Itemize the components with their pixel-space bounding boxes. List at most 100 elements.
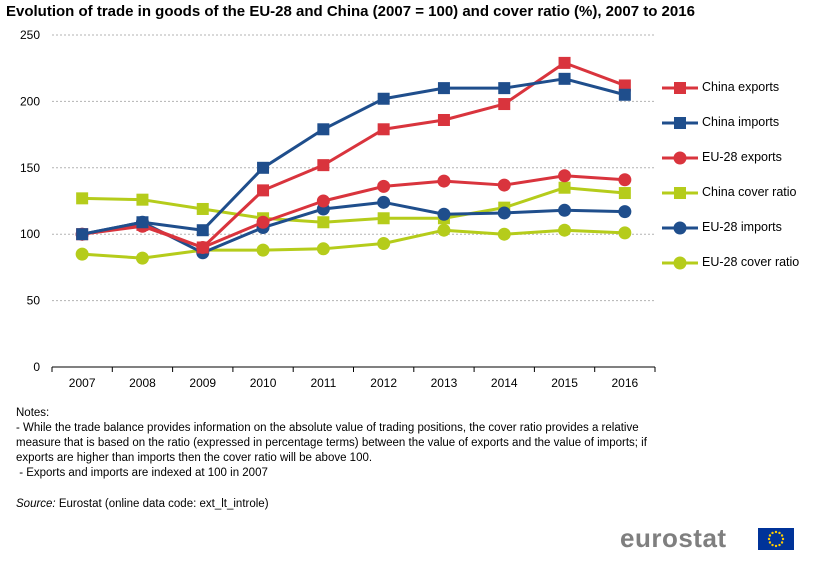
data-point	[317, 159, 330, 172]
data-point	[618, 205, 632, 219]
source-line: Source: Eurostat (online data code: ext_…	[16, 498, 269, 510]
flag-star	[780, 534, 784, 537]
legend-swatch-marker	[674, 82, 686, 94]
legend-swatch	[662, 82, 698, 94]
data-point	[437, 223, 451, 237]
note-line: - While the trade balance provides infor…	[16, 422, 639, 434]
legend-swatch-marker	[673, 256, 687, 270]
legend-item: EU-28 imports	[662, 218, 818, 238]
flag-star	[780, 541, 784, 544]
data-point	[75, 247, 89, 261]
legend-item: China imports	[662, 113, 818, 133]
data-point	[196, 224, 209, 237]
legend-swatch-marker	[674, 187, 686, 199]
data-point	[377, 236, 391, 250]
legend-label: China imports	[702, 115, 780, 129]
data-point	[497, 178, 511, 192]
data-point	[377, 123, 390, 136]
data-point	[257, 184, 270, 197]
data-point	[618, 226, 632, 240]
y-tick-label: 200	[20, 94, 40, 108]
data-point	[76, 192, 89, 205]
notes-heading: Notes:	[16, 407, 50, 419]
legend-label: China cover ratio	[702, 185, 797, 199]
data-point	[136, 193, 149, 206]
legend-swatch	[662, 256, 698, 270]
y-tick-label: 150	[20, 161, 40, 175]
y-tick-label: 0	[33, 360, 40, 374]
flag-star	[774, 530, 778, 534]
series-lines	[75, 56, 632, 265]
data-point	[618, 173, 632, 187]
legend-swatch	[662, 117, 698, 129]
x-tick-label: 2008	[129, 376, 156, 390]
data-point	[618, 88, 631, 101]
data-point	[558, 203, 572, 217]
note-line: measure that is based on the ratio (expr…	[16, 437, 647, 449]
legend-item: EU-28 cover ratio	[662, 253, 818, 273]
y-tick-label: 50	[27, 294, 41, 308]
series-line	[82, 228, 625, 260]
source-label: Source:	[16, 498, 56, 510]
x-tick-label: 2013	[431, 376, 458, 390]
x-tick-label: 2016	[611, 376, 638, 390]
data-point	[437, 113, 450, 126]
data-point	[316, 242, 330, 256]
data-point	[498, 82, 511, 95]
x-tick-label: 2015	[551, 376, 578, 390]
legend-label: EU-28 imports	[702, 220, 782, 234]
data-point	[558, 56, 571, 69]
data-point	[316, 194, 330, 208]
notes-block: Notes: - While the trade balance provide…	[16, 406, 716, 481]
flag-star	[771, 543, 774, 547]
eu-flag-icon	[758, 528, 794, 550]
series-eu-28-imports	[75, 195, 632, 260]
data-point	[618, 79, 631, 92]
data-point	[256, 243, 270, 257]
flag-star	[778, 543, 781, 547]
y-tick-label: 100	[20, 227, 40, 241]
legend-label: China exports	[702, 80, 780, 94]
data-point	[317, 216, 330, 229]
legend-swatch-marker	[674, 117, 686, 129]
flag-star	[778, 531, 781, 535]
note-line: - Exports and imports are indexed at 100…	[16, 467, 268, 479]
x-tick-label: 2009	[189, 376, 216, 390]
legend-label: EU-28 exports	[702, 150, 782, 164]
source-text: Eurostat (online data code: ext_lt_intro…	[58, 498, 269, 510]
y-tick-label: 250	[20, 28, 40, 42]
flag-star	[771, 531, 774, 535]
data-point	[76, 228, 89, 241]
x-tick-label: 2007	[69, 376, 96, 390]
data-point	[437, 82, 450, 95]
flag-star	[781, 537, 785, 541]
data-point	[558, 223, 572, 237]
legend-swatch	[662, 221, 698, 235]
legend-item: EU-28 exports	[662, 148, 818, 168]
x-tick-label: 2011	[310, 376, 336, 390]
data-point	[256, 215, 270, 229]
data-point	[136, 216, 149, 229]
legend-swatch	[662, 187, 698, 199]
gridlines	[52, 34, 655, 302]
axes: 0 50 100 150 200 250 2007 2008 2009 2010 2011 2012 2…	[20, 28, 656, 390]
legend-item: China exports	[662, 78, 818, 98]
data-point	[135, 251, 149, 265]
note-line: exports are higher than imports then the…	[16, 452, 373, 464]
data-point	[437, 174, 451, 188]
data-point	[377, 195, 391, 209]
legend-swatch-marker	[673, 221, 687, 235]
series-line	[82, 186, 625, 224]
flag-star	[768, 541, 772, 544]
data-point	[558, 169, 572, 183]
data-point	[558, 181, 571, 194]
data-point	[497, 206, 511, 220]
flag-star	[767, 537, 771, 541]
data-point	[618, 187, 631, 200]
data-point	[558, 72, 571, 85]
data-point	[377, 212, 390, 225]
flag-background	[758, 528, 794, 550]
x-tick-label: 2010	[250, 376, 277, 390]
series-line	[81, 77, 626, 236]
data-point	[257, 161, 270, 174]
